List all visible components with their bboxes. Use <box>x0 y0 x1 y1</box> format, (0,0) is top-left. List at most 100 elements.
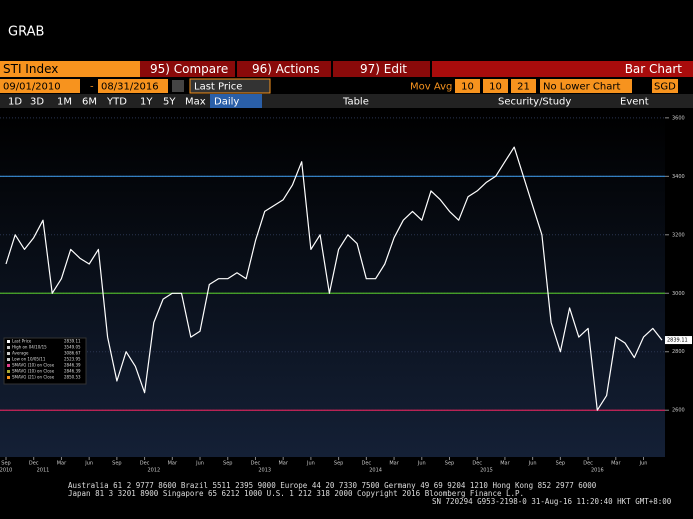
legend-label: High on 04/10/15 <box>12 345 47 350</box>
x-tick-label: Mar <box>611 461 621 467</box>
year-label: 2010 <box>0 468 12 474</box>
price-field-box[interactable] <box>189 78 271 94</box>
legend-label: SMAVG (21) on Close <box>12 375 55 380</box>
plot-area <box>0 112 693 457</box>
legend-swatch <box>7 340 10 343</box>
compare[interactable]: 95) Compare <box>150 62 228 76</box>
end-date[interactable]: 08/31/2016 <box>101 82 159 93</box>
security-study-button[interactable]: Security/Study <box>498 97 571 108</box>
y-tick-label: 3600 <box>672 115 685 121</box>
ma-period-box[interactable] <box>483 79 508 93</box>
date-separator: - <box>90 82 94 93</box>
year-label: 2015 <box>480 468 493 474</box>
x-tick-label: Dec <box>361 461 371 467</box>
currency[interactable]: SGD <box>654 82 676 93</box>
y-tick-label: 3400 <box>672 174 685 180</box>
x-tick-label: Dec <box>29 461 39 467</box>
security-box[interactable] <box>0 61 140 77</box>
legend-value: 2523.95 <box>64 357 81 362</box>
range-button[interactable]: 1Y <box>140 97 153 108</box>
edit[interactable]: 97) Edit <box>360 62 407 76</box>
legend-label: SMAVG (10) on Close <box>12 363 55 368</box>
footer-line: Japan 81 3 3201 8900 Singapore 65 6212 1… <box>68 489 524 498</box>
legend-label: Last Price <box>12 339 32 344</box>
x-tick-label: Jun <box>639 461 648 467</box>
legend-value: 2850.53 <box>64 375 81 380</box>
x-tick-label: Dec <box>583 461 593 467</box>
window-title: GRAB <box>8 25 44 40</box>
x-tick-label: Sep <box>445 461 454 467</box>
event-button[interactable]: Event <box>620 97 649 108</box>
table-button[interactable]: Table <box>342 97 369 108</box>
ma-period[interactable]: 21 <box>517 82 530 93</box>
lower-chart[interactable]: No Lower Chart <box>543 82 620 93</box>
x-tick-label: Mar <box>168 461 178 467</box>
security[interactable]: STI Index <box>3 62 58 76</box>
y-tick-label: 2600 <box>672 408 685 414</box>
legend-label: SMAVG (10) on Close <box>12 369 55 374</box>
x-tick-label: Sep <box>112 461 121 467</box>
start-date[interactable]: 09/01/2010 <box>3 82 61 93</box>
range-button[interactable]: YTD <box>106 97 127 108</box>
range-button[interactable]: 3D <box>30 97 44 108</box>
year-label: 2016 <box>591 468 604 474</box>
range-button[interactable]: 1M <box>57 97 72 108</box>
actions-button[interactable] <box>237 61 331 77</box>
x-tick-label: Jun <box>528 461 537 467</box>
compare-button[interactable] <box>140 61 235 77</box>
ma-period-box[interactable] <box>511 79 536 93</box>
end-date-box[interactable] <box>98 79 168 93</box>
currency-box[interactable] <box>652 79 678 93</box>
legend-box <box>3 337 87 385</box>
x-tick-label: Jun <box>84 461 93 467</box>
start-date-box[interactable] <box>0 79 80 93</box>
frequency-box[interactable] <box>210 94 262 108</box>
ma-period[interactable]: 10 <box>461 82 474 93</box>
price-field[interactable]: Last Price <box>194 82 242 93</box>
x-tick-label: Mar <box>389 461 399 467</box>
year-label: 2012 <box>147 468 160 474</box>
x-tick-label: Mar <box>278 461 288 467</box>
x-tick-label: Sep <box>556 461 565 467</box>
x-tick-label: Dec <box>251 461 261 467</box>
last-value: 2839.11 <box>667 338 688 344</box>
range-button[interactable]: 5Y <box>163 97 176 108</box>
lower-chart-box[interactable] <box>540 79 632 93</box>
legend-label: Low on 10/05/11 <box>12 357 46 362</box>
x-tick-label: Sep <box>1 461 10 467</box>
legend-swatch <box>7 376 10 379</box>
legend-value: 3086.67 <box>64 351 81 356</box>
range-button[interactable]: Max <box>185 97 206 108</box>
price-line <box>5 146 663 411</box>
y-tick-label: 3200 <box>672 232 685 238</box>
year-label: 2011 <box>37 468 50 474</box>
range-button[interactable]: 6M <box>82 97 97 108</box>
calendar-icon[interactable] <box>172 80 184 92</box>
x-tick-label: Jun <box>306 461 315 467</box>
legend-value: 2846.39 <box>64 363 81 368</box>
legend-swatch <box>7 346 10 349</box>
x-tick-label: Sep <box>334 461 343 467</box>
x-tick-label: Mar <box>57 461 67 467</box>
range-button[interactable]: 1D <box>8 97 22 108</box>
x-tick-label: Dec <box>472 461 482 467</box>
last-value-tag <box>665 336 692 345</box>
frequency[interactable]: Daily <box>214 97 239 108</box>
ma-period[interactable]: 10 <box>489 82 502 93</box>
title-bar <box>432 61 693 77</box>
x-tick-label: Sep <box>223 461 232 467</box>
legend-label: Average <box>12 351 29 356</box>
legend-swatch <box>7 358 10 361</box>
ma-period-box[interactable] <box>455 79 480 93</box>
study: Mov Avg <box>410 82 452 93</box>
legend-swatch <box>7 352 10 355</box>
y-tick-label: 3000 <box>672 291 685 297</box>
y-axis-area <box>665 112 693 457</box>
x-tick-label: Jun <box>195 461 204 467</box>
x-tick-label: Mar <box>500 461 510 467</box>
edit-button[interactable] <box>333 61 430 77</box>
legend-value: 3549.05 <box>64 345 81 350</box>
actions[interactable]: 96) Actions <box>252 62 320 76</box>
